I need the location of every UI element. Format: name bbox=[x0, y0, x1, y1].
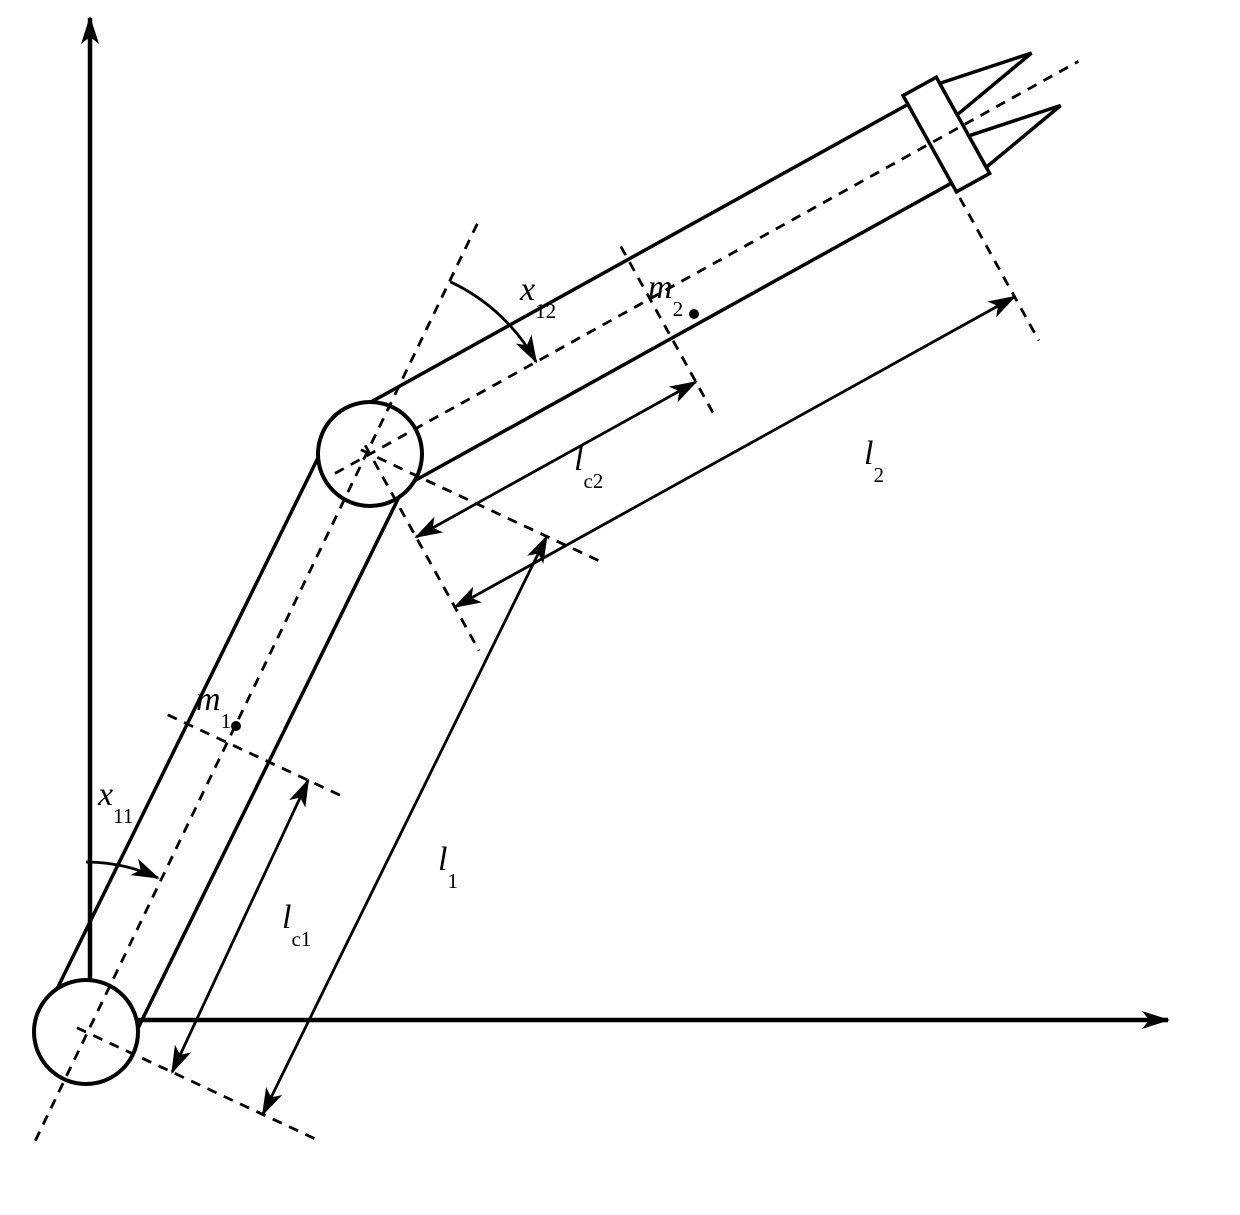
dim-l1 bbox=[263, 536, 547, 1114]
mass1-dot bbox=[231, 721, 241, 731]
label-lc2: lc2 bbox=[574, 441, 603, 493]
dim-l2 bbox=[455, 297, 1015, 607]
dim-lc2 bbox=[416, 382, 696, 537]
tick-j1 bbox=[77, 1028, 317, 1140]
label-x11: x11 bbox=[97, 776, 133, 828]
link1-centerline-dashed bbox=[35, 218, 480, 1140]
label-lc1: lc1 bbox=[282, 899, 311, 951]
link2-edge-left bbox=[348, 104, 908, 414]
label-m2: m2 bbox=[648, 269, 683, 321]
gripper-prong bbox=[940, 53, 1032, 115]
label-l2: l2 bbox=[864, 435, 884, 487]
label-l1: l1 bbox=[438, 841, 458, 893]
angle-x11 bbox=[86, 862, 158, 878]
label-m1: m1 bbox=[196, 681, 231, 733]
link2-centerline-dashed bbox=[335, 61, 1078, 473]
mass2-dot bbox=[689, 309, 699, 319]
